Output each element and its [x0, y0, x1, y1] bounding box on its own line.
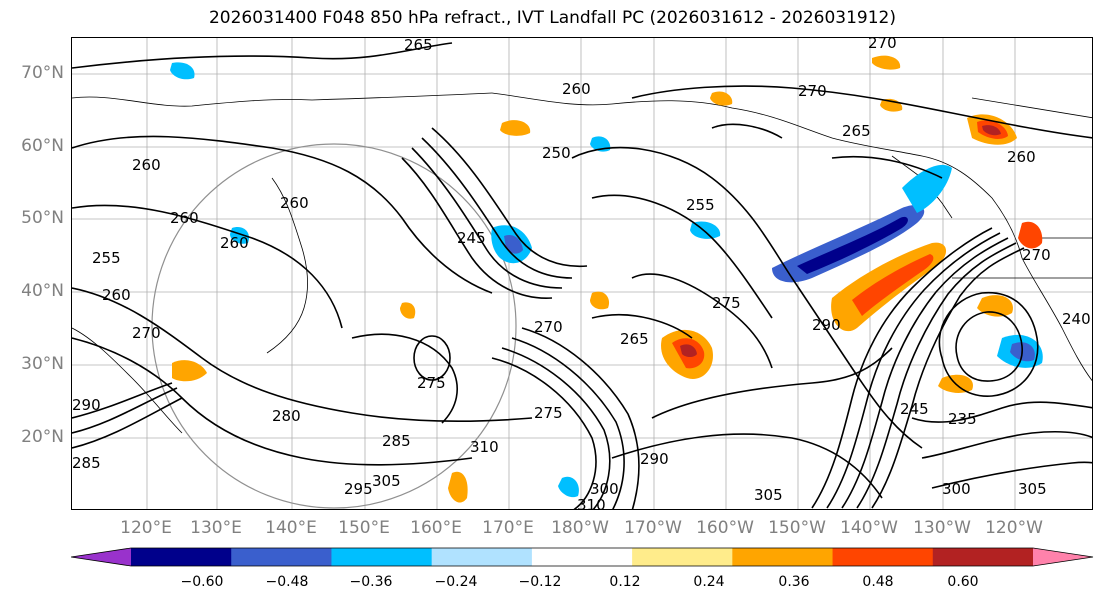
colorbar-bin [431, 548, 533, 566]
contour-label: 275 [534, 404, 563, 422]
lon-label-160w: 160°W [696, 518, 754, 538]
colorbar-tick: −0.24 [434, 574, 478, 590]
lon-label-120w: 120°W [985, 518, 1043, 538]
map-panel: 265 270 270 260 265 260 250 260 260 260 … [71, 37, 1093, 510]
lon-label-170w: 170°W [624, 518, 682, 538]
contour-label: 270 [132, 324, 161, 342]
contour-label: 240 [1062, 310, 1091, 328]
contour-label: 235 [948, 410, 977, 428]
lon-label-150e: 150°E [338, 518, 390, 538]
contour-label: 260 [102, 286, 131, 304]
colorbar-tick: 0.12 [609, 574, 641, 590]
colorbar-bin [832, 548, 934, 566]
contour-label: 275 [712, 294, 741, 312]
contour-label: 290 [812, 316, 841, 334]
lon-label-170e: 170°E [482, 518, 534, 538]
colorbar-bin [632, 548, 733, 566]
lat-label-40n: 40°N [21, 281, 64, 301]
colorbar-tick: −0.48 [265, 574, 309, 590]
colorbar-bins [71, 547, 1094, 567]
lon-label-130e: 130°E [190, 518, 242, 538]
lat-label-50n: 50°N [21, 208, 64, 228]
contour-label: 280 [272, 407, 301, 425]
colorbar-bin [331, 548, 433, 566]
colorbar-outline [71, 547, 1094, 567]
contour-label: 270 [1022, 246, 1051, 264]
contour-label: 270 [868, 38, 897, 52]
contour-label: 270 [534, 318, 563, 336]
contour-label: 260 [562, 80, 591, 98]
contour-label: 245 [900, 400, 929, 418]
lat-label-70n: 70°N [21, 63, 64, 83]
colorbar-bin [231, 548, 332, 566]
colorbar-tick: 0.48 [862, 574, 894, 590]
coastlines [72, 92, 1092, 434]
colorbar-tick: −0.12 [518, 574, 562, 590]
contour-label: 275 [417, 374, 446, 392]
contour-label: 260 [132, 156, 161, 174]
contour-label: 260 [220, 234, 249, 252]
plot-title: 2026031400 F048 850 hPa refract., IVT La… [208, 8, 896, 28]
contour-label: 305 [1018, 480, 1047, 498]
contour-label: 265 [842, 122, 871, 140]
contour-label: 290 [640, 450, 669, 468]
lon-label-180w: 180°W [551, 518, 609, 538]
colorbar-bin [531, 548, 633, 566]
contour-label: 290 [72, 396, 101, 414]
colorbar-bin [71, 548, 131, 566]
contour-label: 300 [590, 480, 619, 498]
contour-label: 250 [542, 144, 571, 162]
lat-label-30n: 30°N [21, 354, 64, 374]
lon-label-160e: 160°E [410, 518, 462, 538]
contour-label: 305 [372, 472, 401, 490]
colorbar-bin [932, 548, 1034, 566]
colorbar-tick: 0.24 [693, 574, 725, 590]
shading-regions [170, 55, 1043, 503]
contour-label: 265 [620, 330, 649, 348]
contour-label: 245 [457, 229, 486, 247]
range-ring [151, 143, 517, 509]
lon-label-120e: 120°E [120, 518, 172, 538]
colorbar-tick: 0.60 [947, 574, 979, 590]
contour-label: 305 [754, 486, 783, 504]
contour-label: 310 [470, 438, 499, 456]
lon-label-130w: 130°W [913, 518, 971, 538]
map-canvas: 265 270 270 260 265 260 250 260 260 260 … [72, 38, 1092, 510]
lat-label-20n: 20°N [21, 427, 64, 447]
colorbar-bin [1033, 548, 1093, 566]
refractivity-contours [72, 42, 1092, 509]
colorbar-tick: −0.36 [349, 574, 393, 590]
contour-label-group: 265 270 270 260 265 260 250 260 260 260 … [72, 38, 1091, 510]
contour-label: 255 [92, 249, 121, 267]
colorbar-tick: 0.36 [778, 574, 810, 590]
contour-label: 255 [686, 196, 715, 214]
lat-label-60n: 60°N [21, 136, 64, 156]
lon-label-140w: 140°W [840, 518, 898, 538]
contour-label: 285 [72, 454, 101, 472]
contour-label: 260 [1007, 148, 1036, 166]
colorbar [71, 547, 1094, 567]
contour-label: 270 [798, 82, 827, 100]
contour-label: 300 [942, 480, 971, 498]
contour-label: 265 [404, 38, 433, 54]
colorbar-tick: −0.60 [180, 574, 224, 590]
contour-label: 260 [280, 194, 309, 212]
contour-label: 310 [577, 496, 606, 510]
lon-label-140e: 140°E [265, 518, 317, 538]
contour-label: 295 [344, 480, 373, 498]
colorbar-bin [131, 548, 232, 566]
contour-label: 260 [170, 209, 199, 227]
lon-label-150w: 150°W [768, 518, 826, 538]
contour-label: 285 [382, 432, 411, 450]
colorbar-bin [732, 548, 834, 566]
